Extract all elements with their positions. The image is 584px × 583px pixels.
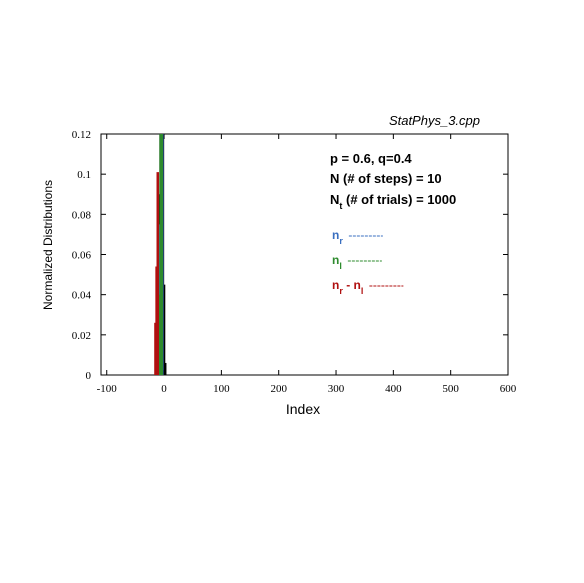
- x-tick-label: 500: [442, 383, 459, 395]
- legend-label: nr: [332, 228, 343, 246]
- legend-sub: l: [339, 261, 342, 271]
- legend-main: n: [332, 228, 339, 242]
- legend-main: n: [332, 253, 339, 267]
- y-tick-label: 0.12: [72, 129, 91, 141]
- marks: [154, 134, 167, 375]
- x-tick-label: 400: [385, 383, 402, 395]
- legend-sub: r: [339, 236, 343, 246]
- annotation-main: N: [330, 192, 339, 207]
- y-tick-label: 0: [86, 370, 92, 382]
- annotation: p = 0.6, q=0.4: [330, 151, 412, 166]
- legend-main: n: [332, 278, 339, 292]
- x-tick-label: 100: [213, 383, 230, 395]
- x-tick-label: -100: [97, 383, 118, 395]
- y-tick-label: 0.08: [72, 209, 92, 221]
- x-tick-label: 300: [328, 383, 345, 395]
- y-tick-label: 0.02: [72, 330, 91, 342]
- y-tick-label: 0.06: [72, 250, 92, 262]
- y-tick-label: 0.04: [72, 290, 92, 302]
- x-tick-label: 200: [270, 383, 287, 395]
- y-axis-label: Normalized Distributions: [41, 180, 55, 310]
- x-tick-label: 0: [161, 383, 167, 395]
- legend-main: - n: [343, 278, 361, 292]
- annotation-rest: (# of trials) = 1000: [342, 192, 456, 207]
- y-tick-label: 0.1: [77, 169, 91, 181]
- x-tick-label: 600: [500, 383, 517, 395]
- x-axis-label: Index: [286, 401, 320, 417]
- annotation: Nt (# of trials) = 1000: [330, 192, 456, 211]
- legend-sub: r: [339, 286, 343, 296]
- legend-label: nl: [332, 253, 342, 271]
- legend-sub: l: [361, 286, 364, 296]
- legend-label: nr - nl: [332, 278, 363, 296]
- annotation: N (# of steps) = 10: [330, 171, 442, 186]
- annotation-sub: t: [339, 201, 342, 211]
- file-label: StatPhys_3.cpp: [389, 113, 480, 128]
